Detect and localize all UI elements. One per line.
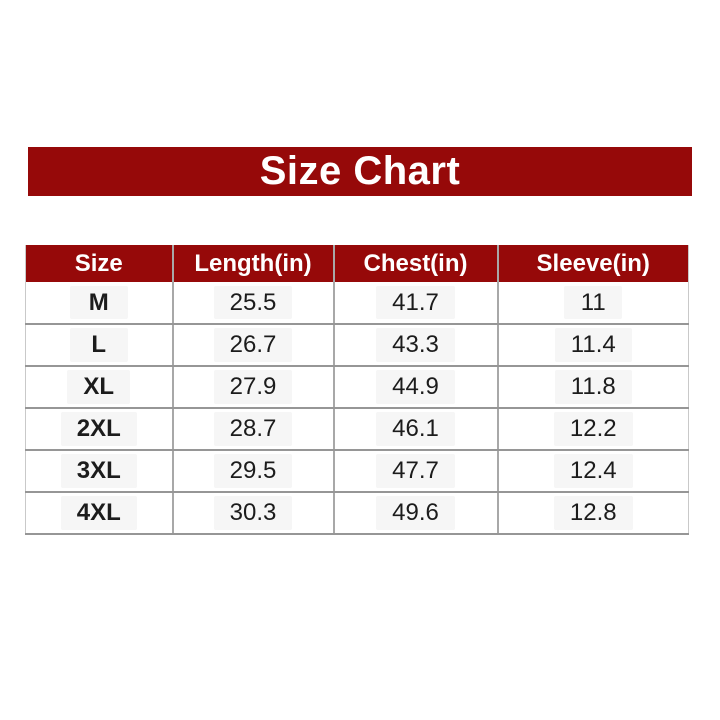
cell-size: XL	[25, 366, 173, 409]
cell-size: L	[25, 324, 173, 367]
sleeve-value: 12.4	[553, 454, 633, 488]
page-title: Size Chart	[259, 148, 461, 193]
cell-length: 30.3	[171, 492, 334, 535]
chest-value: 43.3	[376, 328, 455, 362]
sleeve-value: 12.2	[553, 412, 633, 446]
length-value: 29.5	[213, 454, 293, 488]
size-value: 2XL	[60, 412, 137, 446]
cell-length: 25.5	[171, 282, 334, 325]
cell-length: 27.9	[171, 366, 334, 409]
size-value: 3XL	[60, 454, 137, 488]
chest-value: 49.6	[376, 496, 455, 530]
cell-sleeve: 12.8	[496, 492, 689, 535]
chest-value: 47.7	[376, 454, 455, 488]
cell-length: 29.5	[171, 450, 334, 493]
table-row-xl: XL 27.9 44.9 11.8	[25, 366, 689, 409]
column-header-length: Length(in)	[171, 245, 334, 282]
cell-size: 4XL	[25, 492, 173, 535]
cell-chest: 43.3	[332, 324, 498, 367]
sleeve-value: 11.4	[554, 328, 632, 362]
chest-value: 44.9	[376, 370, 455, 404]
cell-length: 28.7	[171, 408, 334, 451]
length-value: 30.3	[213, 496, 293, 530]
column-header-size: Size	[25, 245, 173, 282]
sleeve-value: 12.8	[553, 496, 633, 530]
table-header-row: Size Length(in) Chest(in) Sleeve(in)	[25, 245, 689, 282]
cell-size: M	[25, 282, 173, 325]
chest-value: 41.7	[376, 285, 455, 320]
cell-sleeve: 12.4	[496, 450, 689, 493]
size-value: L	[69, 328, 128, 362]
size-chart-banner: Size Chart	[28, 147, 692, 196]
length-value: 28.7	[213, 412, 293, 446]
sleeve-value: 11	[564, 285, 623, 320]
cell-size: 2XL	[25, 408, 173, 451]
column-header-chest: Chest(in)	[332, 245, 498, 282]
length-value: 27.9	[213, 370, 293, 404]
table-row-3xl: 3XL 29.5 47.7 12.4	[25, 450, 689, 493]
sleeve-value: 11.8	[554, 370, 632, 404]
cell-chest: 41.7	[332, 282, 498, 325]
table-row-4xl: 4XL 30.3 49.6 12.8	[25, 492, 689, 535]
cell-sleeve: 12.2	[496, 408, 689, 451]
size-value: 4XL	[60, 496, 137, 530]
size-chart-table: Size Length(in) Chest(in) Sleeve(in) M 2…	[25, 245, 689, 535]
chest-value: 46.1	[376, 412, 455, 446]
column-header-sleeve: Sleeve(in)	[496, 245, 689, 282]
length-value: 26.7	[213, 328, 293, 362]
cell-chest: 46.1	[332, 408, 498, 451]
cell-sleeve: 11.4	[496, 324, 689, 367]
table-row-2xl: 2XL 28.7 46.1 12.2	[25, 408, 689, 451]
length-value: 25.5	[213, 285, 293, 320]
cell-sleeve: 11.8	[496, 366, 689, 409]
cell-chest: 44.9	[332, 366, 498, 409]
size-value: M	[69, 285, 128, 320]
cell-sleeve: 11	[496, 282, 689, 325]
cell-chest: 47.7	[332, 450, 498, 493]
cell-size: 3XL	[25, 450, 173, 493]
cell-length: 26.7	[171, 324, 334, 367]
table-row-m: M 25.5 41.7 11	[25, 282, 689, 325]
table-row-l: L 26.7 43.3 11.4	[25, 324, 689, 367]
size-value: XL	[67, 370, 131, 404]
cell-chest: 49.6	[332, 492, 498, 535]
